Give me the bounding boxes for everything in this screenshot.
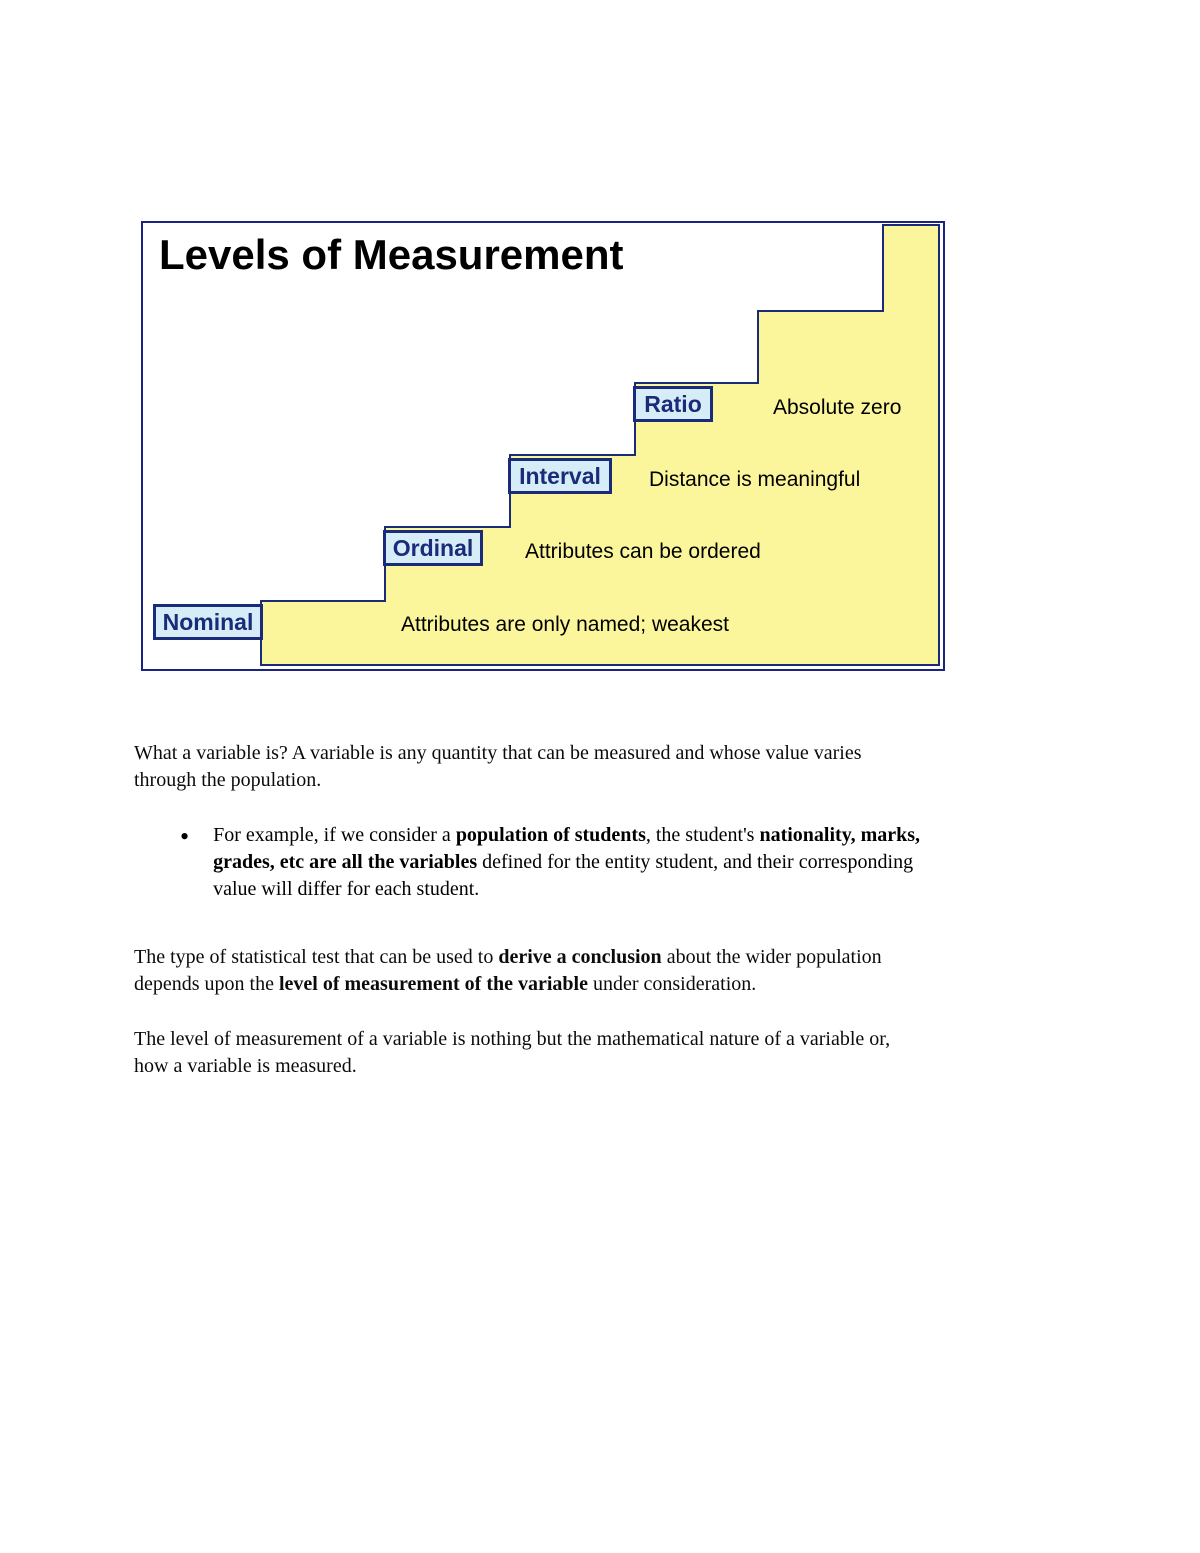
bullet-text: For example, if we consider a population… <box>213 822 920 903</box>
p3-seg1: The type of statistical test that can be… <box>134 946 498 968</box>
bullet-line2-rest: defined for the entity student, and thei… <box>477 851 913 873</box>
paragraph-stat-test: The type of statistical test that can be… <box>134 944 1054 998</box>
step-desc-1: Attributes can be ordered <box>525 540 761 564</box>
bullet-dot-icon: • <box>180 824 189 850</box>
bullet-seg1: For example, if we consider a <box>213 824 456 846</box>
bullet-bold2: nationality, marks, <box>759 824 920 846</box>
step-desc-2: Distance is meaningful <box>649 468 860 492</box>
bullet-example: • For example, if we consider a populati… <box>180 822 1054 903</box>
step-label-interval: Interval <box>508 458 612 494</box>
step-desc-3: Absolute zero <box>773 396 901 420</box>
step-label-ratio: Ratio <box>633 386 713 422</box>
staircase-fill <box>143 223 943 669</box>
step-label-nominal: Nominal <box>153 604 263 640</box>
p3-line2a: depends upon the <box>134 973 279 995</box>
p4-line1: The level of measurement of a variable i… <box>134 1028 890 1050</box>
document-page: Levels of Measurement NominalOrdinalInte… <box>0 0 1200 1553</box>
p3-line2b: under consideration. <box>588 973 756 995</box>
p1-line2: through the population. <box>134 769 321 791</box>
levels-diagram: Levels of Measurement NominalOrdinalInte… <box>141 221 945 671</box>
p3-seg2: about the wider population <box>662 946 882 968</box>
step-desc-0: Attributes are only named; weakest <box>401 613 729 637</box>
bullet-seg2: , the student's <box>646 824 760 846</box>
p1-line1: What a variable is? A variable is any qu… <box>134 742 862 764</box>
p3-line2-bold: level of measurement of the variable <box>279 973 588 995</box>
bullet-line3: value will differ for each student. <box>213 878 479 900</box>
paragraph-level-definition: The level of measurement of a variable i… <box>134 1026 1054 1080</box>
p3-bold1: derive a conclusion <box>498 946 661 968</box>
bullet-line2-bold: grades, etc are all the variables <box>213 851 477 873</box>
step-label-ordinal: Ordinal <box>383 530 483 566</box>
staircase: Nominal Ordinal Interval Ratio Attributes ar… <box>143 223 943 669</box>
bullet-bold1: population of students <box>456 824 646 846</box>
p4-line2: how a variable is measured. <box>134 1055 357 1077</box>
paragraph-variable-def: What a variable is? A variable is any qu… <box>134 740 1054 794</box>
